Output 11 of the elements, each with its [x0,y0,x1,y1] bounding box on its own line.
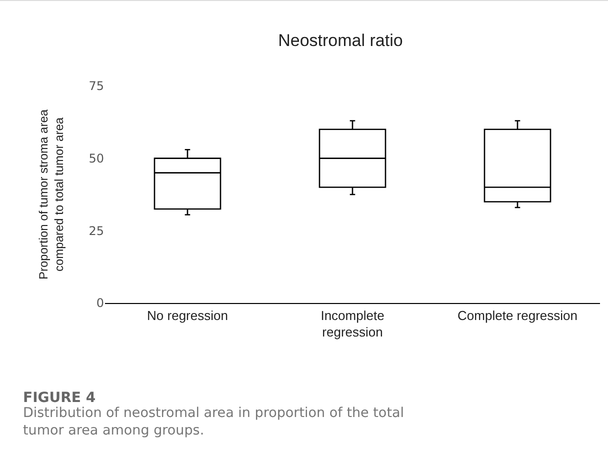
x-tick-label: Incomplete regression [320,308,384,340]
y-tick-label: 0 [96,296,104,310]
y-tick-label: 75 [88,79,104,94]
chart-title: Neostromal ratio [278,30,403,50]
y-tick-label: 25 [88,224,104,238]
y-tick-label: 50 [88,152,104,166]
x-tick-label: Complete regression [458,308,578,323]
y-axis-title: Proportion of tumor stroma area compared to total tumor area [36,109,66,280]
text: Distribution of neostromal area in proportion of the total tumor area among groups. [23,405,404,439]
caption: FIGURE 4 [23,390,96,406]
x-tick-label: No regression [147,308,228,323]
